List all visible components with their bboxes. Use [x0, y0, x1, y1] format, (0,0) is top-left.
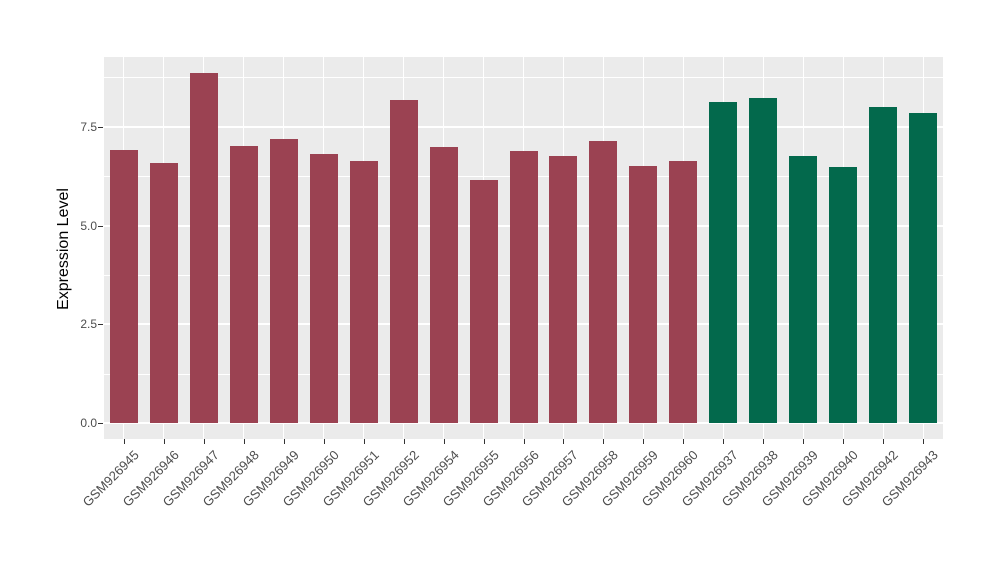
bar-GSM926948	[229, 146, 258, 424]
x-tick-mark	[443, 439, 445, 444]
bar-GSM926939	[789, 155, 818, 424]
x-tick-mark	[803, 439, 805, 444]
y-tick-label: 2.5	[80, 317, 97, 332]
bar-GSM926943	[909, 112, 938, 424]
bar-GSM926951	[349, 161, 378, 424]
y-axis-title: Expression Level	[55, 188, 72, 310]
bar-GSM926956	[509, 151, 538, 424]
bar-GSM926946	[149, 162, 178, 424]
y-tick-mark	[98, 423, 103, 425]
x-tick-mark	[163, 439, 165, 444]
x-tick-mark	[203, 439, 205, 444]
x-tick-mark	[283, 439, 285, 444]
bar-GSM926942	[869, 106, 898, 424]
bar-GSM926950	[309, 153, 338, 424]
x-tick-mark	[563, 439, 565, 444]
bar-GSM926958	[589, 140, 618, 424]
bar-GSM926960	[669, 161, 698, 424]
x-tick-mark	[603, 439, 605, 444]
bar-GSM926938	[749, 98, 778, 424]
plot-panel	[104, 57, 943, 439]
x-tick-mark	[323, 439, 325, 444]
bar-GSM926955	[469, 179, 498, 424]
y-tick-mark	[98, 126, 103, 128]
bar-GSM926949	[269, 138, 298, 424]
bar-GSM926952	[389, 100, 418, 424]
bar-GSM926940	[829, 167, 858, 424]
x-tick-mark	[843, 439, 845, 444]
bar-GSM926937	[709, 102, 738, 424]
bar-GSM926954	[429, 147, 458, 424]
x-tick-mark	[643, 439, 645, 444]
x-tick-mark	[683, 439, 685, 444]
x-tick-mark	[363, 439, 365, 444]
x-tick-mark	[243, 439, 245, 444]
bar-GSM926957	[549, 156, 578, 424]
bar-GSM926945	[109, 149, 138, 424]
x-tick-mark	[723, 439, 725, 444]
x-tick-mark	[883, 439, 885, 444]
bar-GSM926947	[189, 73, 218, 424]
x-tick-mark	[483, 439, 485, 444]
y-tick-label: 5.0	[80, 218, 97, 233]
x-tick-mark	[763, 439, 765, 444]
x-tick-mark	[403, 439, 405, 444]
x-tick-mark	[523, 439, 525, 444]
y-tick-label: 0.0	[80, 416, 97, 431]
y-tick-mark	[98, 324, 103, 326]
y-tick-label: 7.5	[80, 119, 97, 134]
y-tick-mark	[98, 225, 103, 227]
x-tick-mark	[923, 439, 925, 444]
x-tick-mark	[123, 439, 125, 444]
bar-GSM926959	[629, 166, 658, 424]
